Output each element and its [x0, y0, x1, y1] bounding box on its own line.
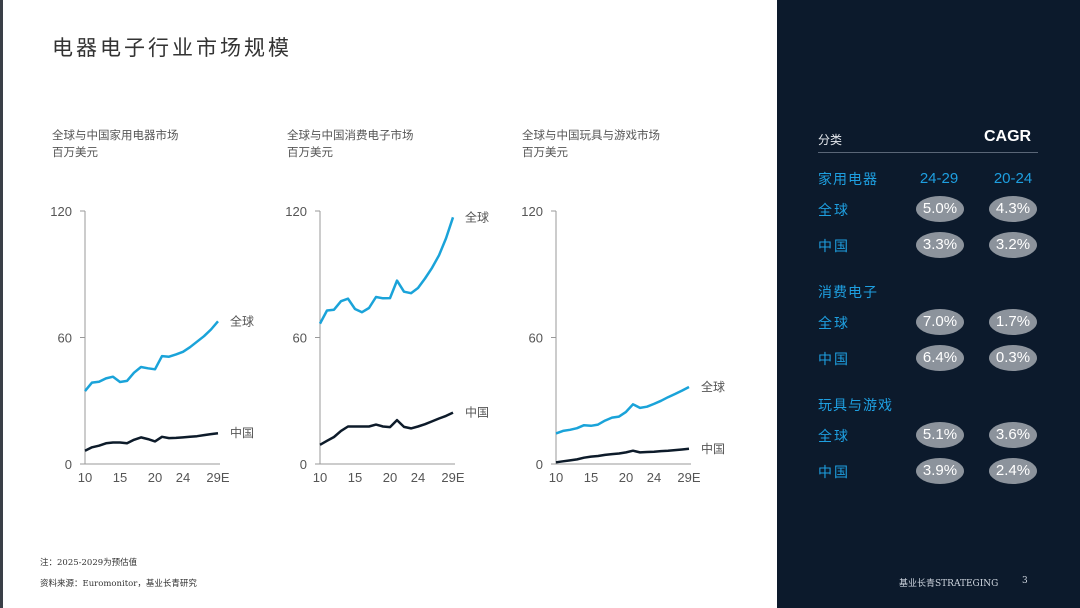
y-tick-label: 0 [300, 457, 307, 472]
cagr-pill: 6.4% [916, 345, 964, 371]
cagr-pill: 3.2% [989, 232, 1037, 258]
x-tick-label: 15 [113, 470, 127, 485]
y-tick-label: 0 [65, 457, 72, 472]
x-tick-label: 20 [619, 470, 633, 485]
row-label-china: 中国 [818, 465, 850, 481]
row-label-china: 中国 [818, 352, 850, 368]
cagr-header: CAGR [984, 128, 1032, 145]
x-tick-label: 29E [677, 470, 700, 485]
page-number: 3 [1022, 576, 1028, 586]
x-tick-label: 29E [441, 470, 464, 485]
y-tick-label: 60 [293, 331, 307, 346]
cagr-pill: 5.1% [916, 422, 964, 448]
slide-border [0, 0, 3, 608]
category-consumer-electronics: 消费电子 [818, 285, 878, 301]
chart-unit: 百万美元 [287, 145, 333, 159]
series-label: 中国 [465, 405, 489, 420]
chart-title-toys-games: 全球与中国玩具与游戏市场 百万美元 [522, 127, 660, 161]
x-tick-label: 20 [383, 470, 397, 485]
row-label-global: 全球 [818, 316, 850, 332]
cagr-pill: 0.3% [989, 345, 1037, 371]
cagr-pill: 3.9% [916, 458, 964, 484]
x-tick-label: 24 [411, 470, 425, 485]
brand-footer: 基业长青STRATEGING [899, 579, 999, 589]
category-appliances: 家用电器 [818, 172, 878, 188]
chart-title-appliances: 全球与中国家用电器市场 百万美元 [52, 127, 179, 161]
column-header-24-29: 24-29 [919, 170, 959, 187]
x-tick-label: 24 [176, 470, 190, 485]
chart-unit: 百万美元 [52, 145, 98, 159]
series-label: 全球 [465, 209, 489, 224]
cagr-pill: 3.6% [989, 422, 1037, 448]
series-label: 全球 [230, 313, 254, 328]
cagr-pill: 5.0% [916, 196, 964, 222]
series-label: 全球 [701, 379, 725, 394]
cagr-pill: 3.3% [916, 232, 964, 258]
chart-title: 全球与中国玩具与游戏市场 [522, 128, 660, 142]
y-tick-label: 0 [536, 457, 543, 472]
cagr-pill: 2.4% [989, 458, 1037, 484]
category-toys-games: 玩具与游戏 [818, 398, 893, 414]
column-header-20-24: 20-24 [993, 170, 1033, 187]
chart-unit: 百万美元 [522, 145, 568, 159]
series-label: 中国 [701, 441, 725, 456]
x-tick-label: 15 [584, 470, 598, 485]
x-tick-label: 15 [348, 470, 362, 485]
series-line-global [318, 216, 455, 325]
cagr-pill: 1.7% [989, 309, 1037, 335]
y-tick-label: 60 [529, 331, 543, 346]
chart-title: 全球与中国家用电器市场 [52, 128, 179, 142]
header-divider [818, 152, 1038, 153]
category-header: 分类 [818, 133, 843, 147]
x-tick-label: 10 [549, 470, 563, 485]
y-tick-label: 120 [50, 204, 72, 219]
cagr-panel: 分类 CAGR 家用电器 24-29 20-24 全球 5.0% 4.3% 中国… [777, 0, 1080, 608]
row-label-china: 中国 [818, 239, 850, 255]
y-tick-label: 120 [521, 204, 543, 219]
row-label-global: 全球 [818, 429, 850, 445]
x-tick-label: 10 [78, 470, 92, 485]
chart-title-consumer-electronics: 全球与中国消费电子市场 百万美元 [287, 127, 414, 161]
series-line-global [555, 385, 690, 435]
x-tick-label: 24 [647, 470, 661, 485]
series-label: 中国 [230, 425, 254, 440]
series-line-china [319, 411, 454, 446]
page-title: 电器电子行业市场规模 [52, 36, 292, 60]
y-tick-label: 60 [58, 331, 72, 346]
forecast-note: 注：2025-2029为预估值 [40, 558, 138, 568]
cagr-pill: 7.0% [916, 309, 964, 335]
x-tick-label: 20 [148, 470, 162, 485]
chart-title: 全球与中国消费电子市场 [287, 128, 414, 142]
row-label-global: 全球 [818, 203, 850, 219]
series-line-china [84, 431, 219, 452]
source-note: 资料来源：Euromonitor，基业长青研究 [40, 579, 197, 589]
y-tick-label: 120 [285, 204, 307, 219]
x-tick-label: 29E [206, 470, 229, 485]
cagr-pill: 4.3% [989, 196, 1037, 222]
series-line-china [555, 447, 690, 464]
x-tick-label: 10 [313, 470, 327, 485]
series-line-global [84, 320, 219, 392]
